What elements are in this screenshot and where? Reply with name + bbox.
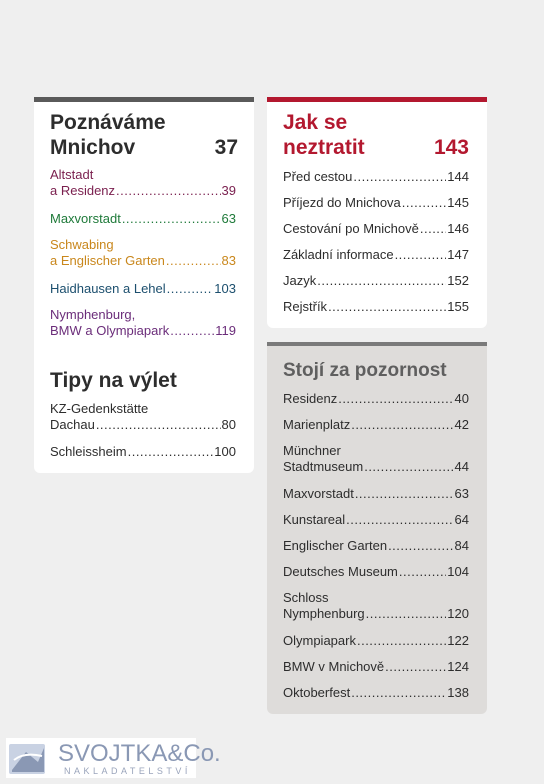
section-title-poznavame[interactable]: Poznáváme Mnichov 37 bbox=[50, 111, 238, 159]
toc-entry-schloss-nymphenburg[interactable]: Schloss Nymphenburg120 bbox=[283, 590, 469, 622]
publisher-logo-icon bbox=[9, 744, 45, 774]
toc-entry-haidhausen[interactable]: Haidhausen a Lehel103 bbox=[50, 281, 236, 297]
toc-entry-cestovani[interactable]: Cestování po Mnichově146 bbox=[283, 221, 469, 237]
toc-entry-rejstrik[interactable]: Rejstřík155 bbox=[283, 299, 469, 315]
toc-entry-dachau[interactable]: KZ-Gedenkstätte Dachau80 bbox=[50, 401, 236, 433]
toc-entry-residenz[interactable]: Residenz40 bbox=[283, 391, 469, 407]
toc-entry-englischer-garten[interactable]: Englischer Garten84 bbox=[283, 538, 469, 554]
section-page-number: 37 bbox=[214, 136, 238, 159]
toc-entry-nymphenburg[interactable]: Nymphenburg, BMW a Olympiapark119 bbox=[50, 307, 236, 339]
section-page-number: 143 bbox=[433, 136, 469, 159]
toc-card-getting-around: Jak se neztratit 143 Před cestou144 Příj… bbox=[267, 97, 487, 328]
toc-entry-schleissheim[interactable]: Schleissheim100 bbox=[50, 444, 236, 460]
card-top-bar bbox=[267, 97, 487, 102]
toc-entry-oktoberfest[interactable]: Oktoberfest138 bbox=[283, 685, 469, 701]
toc-entry-pred-cestou[interactable]: Před cestou144 bbox=[283, 169, 469, 185]
publisher-name: SVOJTKA&Co. bbox=[58, 740, 221, 767]
toc-entry-kunstareal[interactable]: Kunstareal64 bbox=[283, 512, 469, 528]
publisher-logo: SVOJTKA&Co. NAKLADATELSTVÍ bbox=[6, 738, 221, 778]
toc-entry-jazyk[interactable]: Jazyk152 bbox=[283, 273, 469, 289]
toc-entry-zakladni-informace[interactable]: Základní informace147 bbox=[283, 247, 469, 263]
toc-entry-bmw[interactable]: BMW v Mnichově124 bbox=[283, 659, 469, 675]
section-title-stoji-za-pozornost[interactable]: Stojí za pozornost bbox=[283, 360, 447, 381]
card-top-bar bbox=[34, 97, 254, 102]
toc-entry-maxvorstadt[interactable]: Maxvorstadt63 bbox=[50, 211, 236, 227]
toc-card-discovering-munich: Poznáváme Mnichov 37 Altstadt a Residenz… bbox=[34, 97, 254, 473]
toc-entry-stadtmuseum[interactable]: Münchner Stadtmuseum44 bbox=[283, 443, 469, 475]
toc-entry-maxvorstadt-2[interactable]: Maxvorstadt63 bbox=[283, 486, 469, 502]
toc-entry-altstadt[interactable]: Altstadt a Residenz39 bbox=[50, 167, 236, 199]
toc-card-highlights: Stojí za pozornost Residenz40 Marienplat… bbox=[267, 342, 487, 714]
toc-entry-prijezd[interactable]: Příjezd do Mnichova145 bbox=[283, 195, 469, 211]
section-title-jak-se-neztratit[interactable]: Jak se neztratit 143 bbox=[283, 111, 469, 159]
toc-entry-marienplatz[interactable]: Marienplatz42 bbox=[283, 417, 469, 433]
toc-entry-schwabing[interactable]: Schwabing a Englischer Garten83 bbox=[50, 237, 236, 269]
publisher-subtitle: NAKLADATELSTVÍ bbox=[64, 766, 191, 776]
toc-entry-olympiapark[interactable]: Olympiapark122 bbox=[283, 633, 469, 649]
section-title-tipy[interactable]: Tipy na výlet bbox=[50, 369, 177, 392]
card-top-bar bbox=[267, 342, 487, 346]
toc-entry-deutsches-museum[interactable]: Deutsches Museum104 bbox=[283, 564, 469, 580]
